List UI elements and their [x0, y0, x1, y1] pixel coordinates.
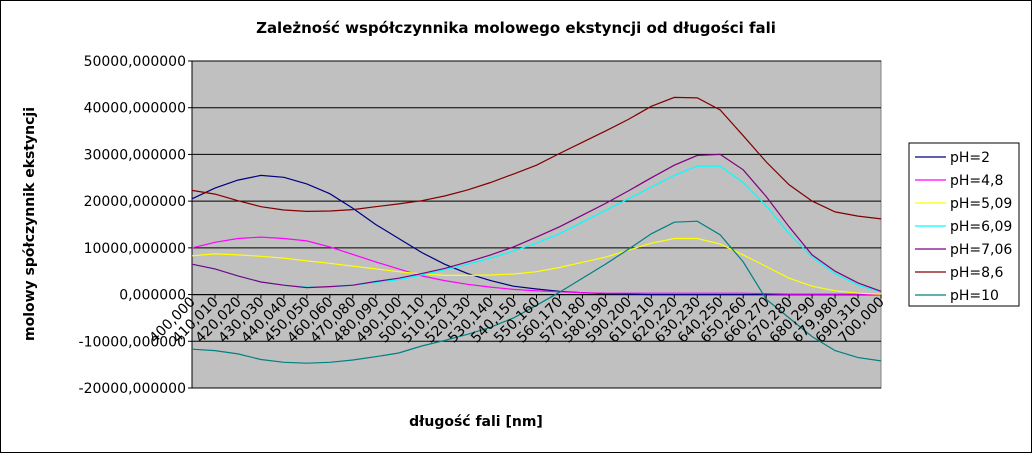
plot-area: 50000,000000 40000,000000 30000,000000 2000… — [79, 54, 888, 397]
series-line-pH=7,06 — [191, 153, 882, 292]
series-line-pH=8,6 — [191, 96, 882, 220]
series-line-pH=4,8 — [191, 236, 882, 296]
y-tick-label: -10000,000000 — [79, 334, 186, 350]
y-tick-label: 40000,000000 — [84, 101, 186, 117]
y-tick-label: 0,000000 — [119, 288, 186, 304]
legend-label: pH=6,09 — [950, 219, 1012, 235]
y-tick-label: 30000,000000 — [84, 147, 186, 163]
y-axis-title: molowy spółczynnik ekstyncji — [22, 107, 38, 341]
plot-background — [191, 60, 882, 389]
legend-label: pH=5,09 — [950, 196, 1012, 212]
legend: pH=2 pH=4,8 pH=5,09 pH=6,09 pH=7,06 pH=8,6 pH=… — [908, 142, 1020, 307]
x-axis-title: długość fali [nm] — [409, 414, 543, 430]
legend-box — [908, 142, 1020, 307]
y-tick-label: 20000,000000 — [84, 194, 186, 210]
series-line-pH=5,09 — [191, 237, 882, 295]
legend-label: pH=8,6 — [950, 265, 1004, 281]
series-line-pH=10 — [191, 220, 882, 364]
chart-title: Zależność współczynnika molowego ekstync… — [256, 19, 776, 37]
y-tick-label: 10000,000000 — [84, 241, 186, 257]
y-tick-label: 50000,000000 — [84, 54, 186, 70]
legend-label: pH=2 — [950, 150, 990, 166]
legend-label: pH=4,8 — [950, 173, 1003, 189]
legend-label: pH=7,06 — [950, 242, 1012, 258]
y-tick-label: -20000,000000 — [79, 381, 186, 397]
legend-label: pH=10 — [950, 288, 999, 304]
